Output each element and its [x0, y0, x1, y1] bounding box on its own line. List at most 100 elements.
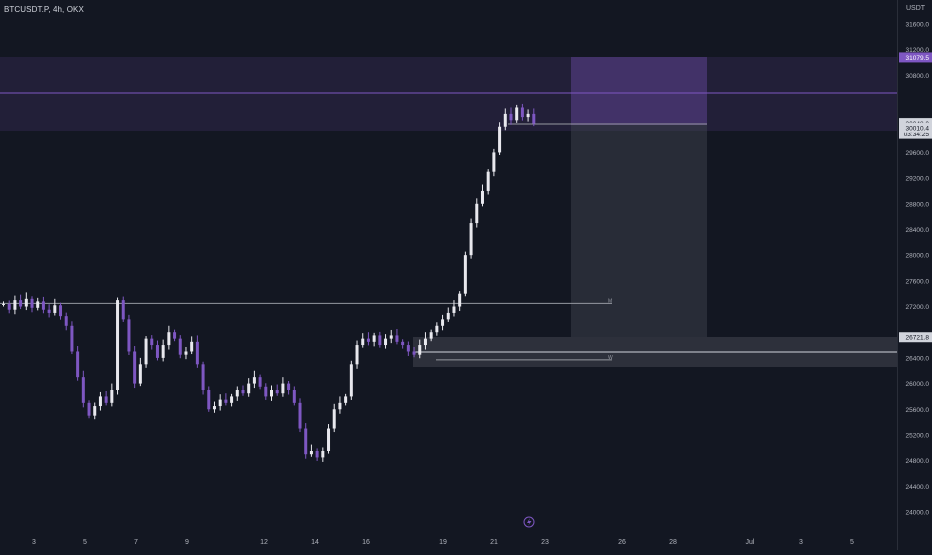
- candle: [429, 329, 433, 342]
- candle-body: [70, 325, 74, 352]
- candle: [2, 301, 5, 307]
- level-label-w: W: [608, 355, 613, 361]
- candle: [59, 302, 63, 320]
- candle: [384, 334, 388, 349]
- candle: [178, 335, 182, 359]
- candle: [304, 423, 308, 459]
- candle-body: [515, 107, 519, 121]
- candle: [475, 198, 479, 228]
- candle-body: [480, 190, 484, 204]
- time-axis-label: 5: [850, 539, 854, 546]
- candle: [532, 108, 536, 127]
- candle-body: [287, 383, 291, 390]
- candle-body: [230, 396, 234, 403]
- candle-body: [389, 335, 393, 339]
- time-axis-label: 3: [32, 539, 36, 546]
- price-tag-bg: [899, 52, 932, 63]
- candle-body: [133, 351, 137, 384]
- candle: [247, 378, 251, 397]
- candle-body: [463, 255, 467, 294]
- candle: [41, 296, 45, 314]
- candle: [93, 402, 97, 420]
- price-tag-bg: [899, 332, 932, 343]
- candle: [184, 346, 188, 360]
- candle: [520, 103, 524, 121]
- candle-body: [201, 364, 205, 390]
- candle: [321, 447, 325, 462]
- candle-body: [406, 345, 410, 352]
- candle-body: [252, 377, 256, 384]
- candle: [486, 169, 490, 195]
- candle: [366, 332, 370, 346]
- chart-pane[interactable]: BTCUSDT.P, 4h, OKX M W 3 5 7 9 12 14 16 19 21 23 26 2…: [0, 0, 897, 550]
- price-axis-tick: 31200.0: [906, 47, 930, 54]
- price-axis-tick: 25600.0: [906, 407, 930, 414]
- candle: [452, 300, 456, 317]
- candle: [389, 329, 393, 344]
- candle-body: [452, 306, 456, 313]
- candle: [76, 346, 80, 381]
- candle-body: [190, 341, 194, 352]
- candle-body: [327, 428, 331, 451]
- price-tag-label: 03:34:25: [904, 131, 930, 138]
- price-axis-tick: 27600.0: [906, 278, 930, 285]
- candle: [47, 304, 51, 318]
- price-tag: 31079.5: [899, 52, 932, 63]
- candle-body: [475, 203, 479, 224]
- price-axis-tick: 24000.0: [906, 510, 930, 517]
- candle-body: [441, 319, 445, 326]
- price-axis-tick: 30800.0: [906, 73, 930, 80]
- price-axis-scale[interactable]: 31600.0 31200.0 30800.0 29600.0 29200.0 28800…: [898, 0, 932, 550]
- candle: [509, 107, 513, 125]
- candle: [281, 377, 285, 397]
- candle-body: [338, 402, 342, 410]
- price-tag: 03:34:25: [899, 128, 932, 139]
- candle-body: [503, 113, 507, 127]
- candle-body: [418, 345, 422, 355]
- candle: [412, 346, 416, 358]
- time-axis-label: 12: [260, 539, 268, 546]
- candle: [258, 374, 262, 390]
- candle: [70, 321, 74, 355]
- candle-body: [378, 335, 382, 346]
- candle: [406, 341, 410, 356]
- candlestick-chart[interactable]: M W 3 5 7 9 12 14 16 19 21 23 26 28 Jul 3 5: [0, 0, 897, 550]
- candle-body: [321, 451, 325, 458]
- candle-body: [76, 351, 80, 378]
- candle-body: [372, 335, 376, 342]
- candle-body: [59, 305, 63, 317]
- candle-body: [344, 396, 348, 403]
- candle-body: [423, 338, 427, 346]
- supply-zone: [0, 57, 897, 131]
- price-axis[interactable]: 31600.0 31200.0 30800.0 29600.0 29200.0 28800…: [897, 0, 932, 550]
- candle-body: [47, 309, 51, 313]
- level-label-m: M: [608, 298, 612, 304]
- candle-body: [104, 396, 108, 403]
- candle: [150, 335, 154, 350]
- candle-body: [87, 402, 91, 416]
- candle-body: [218, 399, 222, 407]
- candle: [395, 329, 399, 345]
- candle: [7, 300, 11, 314]
- lightning-icon: [523, 516, 535, 528]
- candle-body: [81, 377, 85, 403]
- time-axis-label: 19: [439, 539, 447, 546]
- candle-body: [24, 298, 28, 307]
- candle: [104, 390, 108, 406]
- candle: [492, 148, 496, 177]
- candle: [309, 444, 313, 457]
- candle-body: [429, 332, 433, 339]
- candle: [81, 370, 85, 408]
- price-tag-label: 26721.8: [906, 335, 930, 342]
- price-tag-bg: [899, 128, 932, 139]
- price-tag: 26721.8: [899, 332, 932, 343]
- candle-body: [184, 351, 188, 355]
- candle-body: [41, 301, 45, 310]
- candle: [315, 448, 319, 461]
- candle-body: [526, 113, 530, 118]
- price-axis-tick: 25200.0: [906, 432, 930, 439]
- candle-body: [258, 377, 262, 387]
- price-axis-tick: 26400.0: [906, 355, 930, 362]
- time-axis-label: 9: [185, 539, 189, 546]
- candle-body: [366, 338, 370, 342]
